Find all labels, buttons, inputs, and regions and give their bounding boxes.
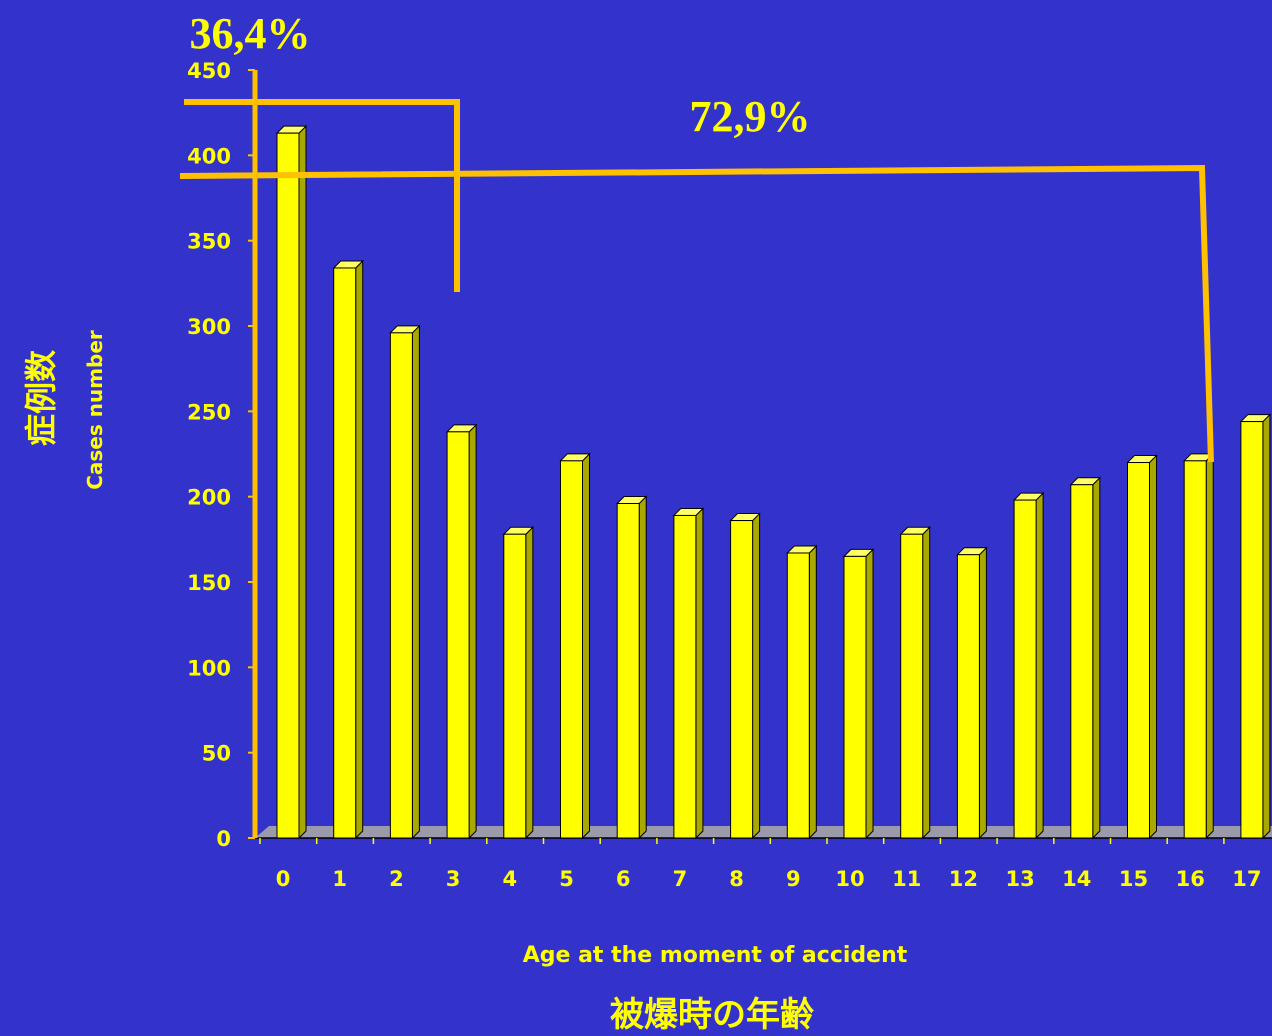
x-tick-label: 2	[389, 867, 404, 891]
y-tick-label: 300	[187, 315, 231, 339]
y-axis-title-jp: 症例数	[22, 349, 60, 446]
y-tick-label: 50	[202, 742, 231, 766]
bar-age-16	[1182, 452, 1215, 840]
bar-age-14	[1069, 476, 1102, 840]
y-tick-label: 200	[187, 486, 231, 510]
x-tick-label: 17	[1232, 867, 1261, 891]
y-tick-label: 150	[187, 571, 231, 595]
bar-age-10	[842, 548, 875, 840]
y-tick-label: 0	[216, 827, 231, 851]
x-tick-label: 15	[1119, 867, 1148, 891]
y-tick-label: 350	[187, 230, 231, 254]
y-tick-label: 400	[187, 144, 231, 168]
x-tick-label: 4	[502, 867, 517, 891]
bar-age-9	[786, 544, 818, 840]
x-tick-label: 1	[332, 867, 347, 891]
bar-age-4	[502, 526, 535, 840]
x-tick-label: 5	[559, 867, 574, 891]
bar-age-0	[275, 124, 308, 840]
bar-age-5	[559, 452, 591, 840]
x-tick-label: 10	[835, 867, 864, 891]
bar-age-1	[332, 259, 364, 840]
x-tick-label: 8	[729, 867, 744, 891]
x-axis-title: Age at the moment of accident	[523, 943, 908, 968]
x-tick-label: 13	[1005, 867, 1034, 891]
x-tick-label: 6	[616, 867, 631, 891]
bar-age-6	[615, 495, 648, 840]
bar-age-7	[672, 507, 705, 840]
x-tick-label: 16	[1176, 867, 1205, 891]
x-tick-label: 14	[1062, 867, 1091, 891]
bar-age-3	[445, 423, 478, 840]
annotation-36-4-percent: 36,4%	[190, 9, 311, 58]
y-tick-label: 100	[187, 656, 231, 680]
y-axis-title: Cases number	[83, 330, 107, 490]
y-tick-label: 250	[187, 400, 231, 424]
bar-age-11	[899, 526, 931, 840]
bracket-0-to-3	[184, 99, 460, 292]
bar-age-17	[1239, 413, 1272, 840]
x-tick-label: 0	[276, 867, 291, 891]
bar-age-8	[729, 512, 761, 840]
bar-age-2	[389, 324, 421, 840]
x-axis-title-jp: 被爆時の年齢	[610, 995, 814, 1035]
x-tick-label: 12	[949, 867, 978, 891]
y-tick-label: 450	[187, 59, 231, 83]
x-tick-label: 7	[673, 867, 688, 891]
x-tick-label: 9	[786, 867, 801, 891]
bar-age-12	[956, 546, 988, 840]
x-tick-label: 11	[892, 867, 921, 891]
bar-age-13	[1012, 491, 1045, 840]
bracket-0-to-16	[179, 164, 1214, 463]
annotation-72-9-percent: 72,9%	[690, 92, 811, 141]
x-tick-label: 3	[446, 867, 461, 891]
bar-age-15	[1126, 454, 1158, 840]
